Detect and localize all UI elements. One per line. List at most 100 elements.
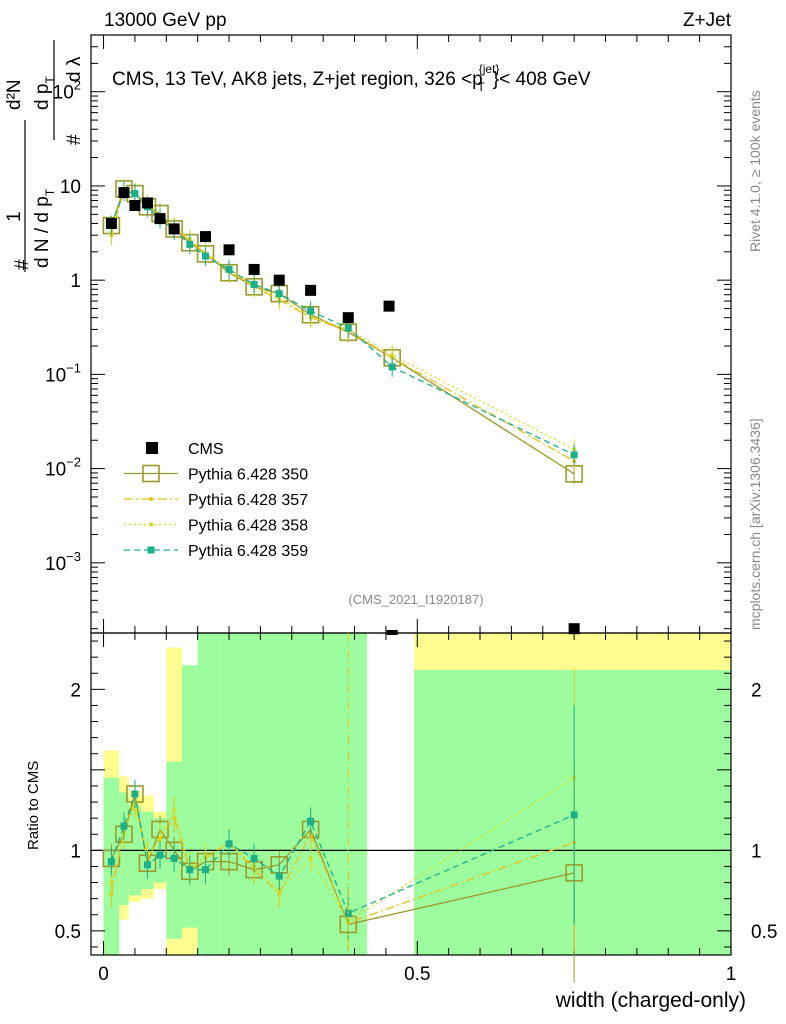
series-point-main	[307, 307, 315, 315]
legend-item-1: Pythia 6.428 350	[124, 464, 308, 484]
plot-title-end: }< 408 GeV	[493, 69, 591, 90]
series-point-main	[186, 240, 194, 248]
y-tick-label-ratio-right: 0.5	[751, 922, 777, 943]
y-tick-exp: −1	[66, 360, 81, 375]
cms-point	[105, 217, 117, 229]
y-label-dN: d N / d pT	[32, 188, 57, 268]
legend-item-4: Pythia 6.428 359	[124, 543, 308, 560]
band-green-6	[181, 665, 198, 928]
mcplots-label: mcplots.cern.ch [arXiv:1306.3436]	[747, 418, 763, 630]
plot-title-main: CMS, 13 TeV, AK8 jets, Z+jet region, 326…	[112, 69, 483, 90]
cms-point	[305, 284, 317, 296]
series-point-main	[275, 290, 283, 298]
series-point-ratio	[131, 790, 139, 798]
series-line-main	[110, 188, 575, 450]
series-point-ratio	[186, 866, 194, 874]
cms-point	[223, 244, 235, 256]
y-tick-label-ratio: 1	[70, 841, 81, 862]
y-label-dp: d pT	[32, 76, 57, 110]
cms-point	[168, 223, 180, 235]
legend-item-2: Pythia 6.428 357	[124, 492, 308, 509]
y-tick-base: 10	[45, 365, 66, 386]
legend-label: Pythia 6.428 358	[188, 518, 308, 535]
series-point-ratio	[277, 888, 282, 893]
series-point-ratio	[120, 822, 128, 830]
legend-label: Pythia 6.428 357	[188, 492, 308, 509]
ratio-frame	[90, 632, 732, 956]
legend: CMS Pythia 6.428 350 Pythia 6.428 357 Pythi…	[124, 441, 308, 560]
series-point-ratio	[170, 854, 178, 862]
series-point-main	[388, 363, 396, 371]
x-tick-label: 1	[726, 964, 737, 985]
cms-point	[383, 300, 395, 312]
header-left: 13000 GeV pp	[104, 10, 227, 31]
series-line-ratio	[110, 793, 575, 915]
y-tick-base: 10	[45, 554, 66, 575]
y-label-dN-text: d N / d p	[32, 196, 53, 268]
legend-swatch-marker	[147, 546, 155, 554]
y-axis-label-ratio: Ratio to CMS	[25, 761, 42, 850]
series-point-main	[202, 252, 210, 260]
plot-title: CMS, 13 TeV, AK8 jets, Z+jet region, 326…	[112, 62, 591, 94]
y-tick-label-ratio-right: 2	[751, 680, 762, 701]
y-label-d2N: d²N	[4, 79, 25, 110]
plot-title-sub: T	[477, 80, 485, 94]
cms-point	[273, 274, 285, 286]
y-tick-exp: −2	[66, 455, 81, 470]
y-label-dN-sub: T	[43, 188, 57, 196]
series-point-ratio	[225, 840, 233, 848]
y-tick-base: 1	[70, 271, 81, 292]
x-tick-label: 0	[98, 964, 109, 985]
legend-swatch-marker	[149, 522, 153, 527]
y-tick-label-main: 102	[53, 78, 81, 104]
band-green-7	[197, 633, 220, 955]
y-tick-label-ratio: 2	[70, 680, 81, 701]
cms-point-edge	[386, 630, 398, 635]
main-frame	[90, 34, 732, 634]
series-point-ratio	[308, 856, 313, 861]
series-point-ratio	[156, 851, 164, 859]
y-label-hash-2: #	[64, 134, 85, 145]
plot-title-sup: {jet}	[479, 62, 500, 76]
cms-point	[154, 213, 166, 225]
band-green-8	[219, 633, 368, 955]
series-point-ratio	[109, 880, 114, 885]
series-point-main	[390, 353, 395, 358]
series-point-ratio	[143, 861, 151, 869]
series-point-ratio	[107, 858, 115, 866]
series-point-main	[570, 451, 578, 459]
y-label-dp-text: d p	[32, 84, 53, 110]
band-green-1	[119, 792, 129, 906]
legend-swatch-marker	[142, 464, 160, 483]
legend-label: CMS	[188, 441, 224, 458]
cms-point	[200, 231, 212, 243]
series-point-ratio	[275, 872, 283, 880]
y-tick-label-main: 1	[70, 271, 81, 292]
y-tick-label-ratio-right: 1	[751, 841, 762, 862]
y-tick-label-main: 10	[60, 177, 81, 198]
header-right: Z+Jet	[683, 10, 732, 31]
y-tick-exp: −3	[66, 549, 81, 564]
y-tick-base: 10	[53, 83, 74, 104]
y-axis-label-main: # 1 d N / d pT # d²N d pT d λ	[4, 56, 85, 270]
series-point-ratio	[250, 854, 258, 862]
cms-point	[568, 623, 580, 635]
y-tick-label-ratio: 0.5	[55, 922, 81, 943]
cms-point	[342, 312, 354, 324]
series-point-ratio	[158, 837, 163, 842]
y-label-dp-sub: T	[43, 76, 57, 84]
uncertainty-bands	[103, 633, 731, 955]
legend-label: Pythia 6.428 350	[188, 467, 308, 484]
cms-point	[141, 197, 153, 209]
y-label-hash-1: #	[12, 259, 33, 270]
y-label-dlambda: d λ	[64, 56, 85, 82]
rivet-label: Rivet 4.1.0, ≥ 100k events	[747, 90, 763, 252]
cms-point	[248, 263, 260, 275]
cms-point	[129, 200, 141, 212]
series-point-main	[344, 324, 352, 332]
x-axis-label: width (charged-only)	[555, 989, 746, 1012]
y-tick-label-main: 10−1	[45, 360, 81, 386]
y-tick-label-main: 10−2	[45, 455, 81, 481]
